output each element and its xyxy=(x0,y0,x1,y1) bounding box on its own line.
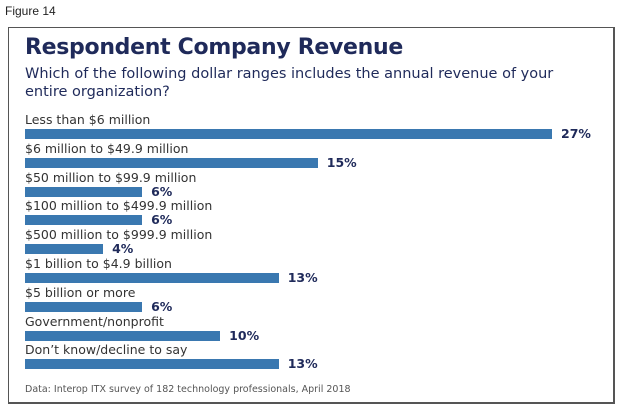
category-label: Government/nonprofit xyxy=(25,313,164,329)
figure-label: Figure 14 xyxy=(5,4,56,18)
bar xyxy=(25,273,279,283)
category-label: Less than $6 million xyxy=(25,112,151,127)
bar xyxy=(25,129,552,139)
bar xyxy=(25,359,279,370)
bar xyxy=(25,330,221,341)
chart-panel: Respondent Company Revenue Which of the … xyxy=(8,27,615,404)
value-label: 13% xyxy=(287,270,318,285)
source-note: Data: Interop ITX survey of 182 technolo… xyxy=(25,384,351,395)
value-label: 10% xyxy=(229,327,260,343)
value-label: 4% xyxy=(112,241,134,257)
category-label: $1 billion to $4.9 billion xyxy=(25,256,172,271)
category-label: $5 billion or more xyxy=(25,284,136,300)
bar xyxy=(25,157,318,168)
chart-subtitle: Which of the following dollar ranges inc… xyxy=(25,66,554,100)
category-label: Don’t know/decline to say xyxy=(25,342,188,358)
category-label: $500 million to $999.9 million xyxy=(25,227,213,243)
category-label: $50 million to $99.9 million xyxy=(25,169,197,185)
bar xyxy=(25,244,104,255)
chart-title: Respondent Company Revenue xyxy=(25,35,403,60)
value-label: 15% xyxy=(326,154,357,170)
bar xyxy=(25,186,143,197)
value-label: 6% xyxy=(151,183,173,199)
category-label: $6 million to $49.9 million xyxy=(25,140,189,156)
value-label: 27% xyxy=(561,126,591,141)
value-label: 6% xyxy=(151,212,173,228)
value-label: 13% xyxy=(287,356,318,372)
bar-chart: Less than $6 million 27% $6 million to $49… xyxy=(9,28,616,405)
value-label: 6% xyxy=(151,298,173,314)
category-label: $100 million to $499.9 million xyxy=(25,198,213,214)
bar xyxy=(25,215,143,226)
bar xyxy=(25,301,143,312)
